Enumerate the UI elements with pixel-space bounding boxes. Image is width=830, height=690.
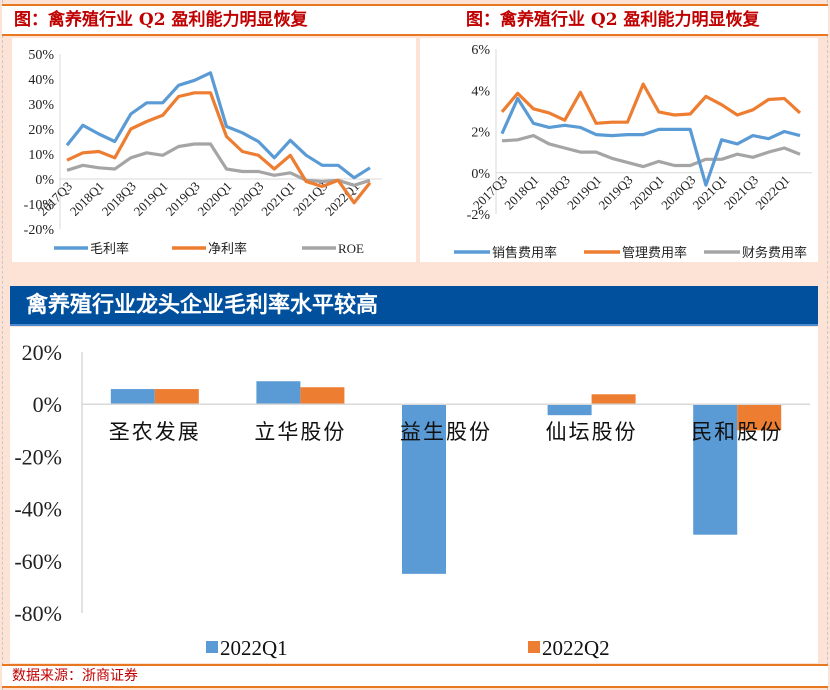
y-tick-label: -20% <box>14 444 62 469</box>
series-line-毛利率 <box>65 71 371 180</box>
category-label: 圣农发展 <box>109 420 201 444</box>
expense-rate-chart-panel: 6% 4% 2% 0% -2% 2017Q3 2018Q1 2018Q3 2019Q1 2019Q… <box>420 38 818 262</box>
gross-margin-bar-chart-panel: 20% 0% -20% -40% -60% -80% 圣农发展 立华股份 益生股份 仙坛股份 民和股… <box>10 327 818 663</box>
y-tick-label: 40% <box>28 73 54 88</box>
left-chart-title: 图：禽养殖行业 Q2 盈利能力明显恢复 <box>2 4 420 36</box>
series-line-ROE <box>66 142 371 187</box>
bar-2022Q1-仙坛股份 <box>547 404 592 416</box>
legend-swatch <box>206 641 218 653</box>
legend-label: 2022Q2 <box>542 636 610 660</box>
profitability-chart-panel: 50% 40% 30% 20% 10% 0% -10% -20% 2017Q3 2018Q1 201… <box>12 38 416 262</box>
series-line-管理费用率 <box>500 82 802 125</box>
x-tick-label: 2021Q1 <box>258 179 298 219</box>
expense-rate-line-chart: 6%4%2%0%-2%2017Q32018Q12018Q32019Q12019Q… <box>454 43 812 260</box>
y-tick-label: 30% <box>28 98 54 113</box>
x-tick-label: 2018Q1 <box>501 172 541 212</box>
x-tick-label: 2018Q3 <box>99 179 139 219</box>
y-tick-label: 0% <box>35 173 54 188</box>
x-tick-label: 2019Q1 <box>131 179 171 219</box>
right-chart-title: 图：禽养殖行业 Q2 盈利能力明显恢复 <box>420 4 828 36</box>
gross-margin-bar-chart: 20% 0% -20% -40% -60% -80% 圣农发展 立华股份 益生股份 仙坛股份 民和股… <box>14 340 810 660</box>
category-label: 益生股份 <box>400 420 492 444</box>
bar-2022Q1-益生股份 <box>402 404 446 574</box>
x-tick-label: 2018Q3 <box>533 172 573 212</box>
x-tick-label: 2020Q1 <box>194 179 234 219</box>
y-tick-label: 20% <box>28 123 54 138</box>
x-tick-label: 2019Q1 <box>564 172 604 212</box>
category-label: 立华股份 <box>254 420 346 444</box>
legend-label: ROE <box>338 241 364 256</box>
bar-2022Q2-仙坛股份 <box>591 394 636 405</box>
bar-2022Q1-民和股份 <box>693 404 738 535</box>
y-tick-label: 20% <box>22 340 62 365</box>
bar-2022Q2-圣农发展 <box>154 389 199 405</box>
y-tick-label: -60% <box>14 549 62 574</box>
series-line-销售费用率 <box>500 96 801 187</box>
legend-label: 毛利率 <box>90 241 129 256</box>
y-tick-label: 4% <box>471 84 490 99</box>
series-line-净利率 <box>66 91 372 205</box>
legend-label: 财务费用率 <box>742 245 807 260</box>
legend-label: 净利率 <box>208 241 247 256</box>
data-source-note: 数据来源：浙商证券 <box>2 664 828 688</box>
section-banner: 禽养殖行业龙头企业毛利率水平较高 <box>10 286 818 326</box>
profitability-line-chart: 50%40%30%20%10%0%-10%-20%2017Q32018Q1201… <box>24 48 382 256</box>
category-label: 民和股份 <box>691 420 783 444</box>
series-line-财务费用率 <box>501 133 801 169</box>
x-tick-label: 2020Q3 <box>658 172 698 212</box>
y-tick-label: 2% <box>471 126 490 141</box>
bar-2022Q1-立华股份 <box>256 381 301 405</box>
x-tick-label: 2019Q3 <box>595 172 635 212</box>
y-tick-label: 0% <box>33 392 62 417</box>
legend-label: 管理费用率 <box>622 245 687 260</box>
legend-label: 销售费用率 <box>492 245 557 260</box>
category-label: 仙坛股份 <box>546 420 638 444</box>
y-tick-label: -80% <box>14 601 62 626</box>
x-tick-label: 2019Q3 <box>162 179 202 219</box>
x-tick-label: 2018Q1 <box>67 179 107 219</box>
bar-2022Q2-民和股份 <box>737 404 782 431</box>
y-tick-label: -10% <box>24 198 55 213</box>
y-tick-label: 0% <box>471 167 490 182</box>
x-tick-label: 2020Q1 <box>627 172 667 212</box>
y-tick-label: 50% <box>28 48 54 63</box>
legend-label: 2022Q1 <box>220 636 288 660</box>
bar-2022Q1-圣农发展 <box>110 389 155 405</box>
x-tick-label: 2020Q3 <box>226 179 266 219</box>
y-tick-label: 6% <box>471 43 490 58</box>
x-tick-label: 2021Q3 <box>721 172 761 212</box>
y-tick-label: 10% <box>28 148 54 163</box>
y-tick-label: -2% <box>467 208 491 223</box>
bar-2022Q2-立华股份 <box>300 387 345 405</box>
y-tick-label: -40% <box>14 497 62 522</box>
legend-swatch <box>528 641 540 653</box>
x-tick-label: 2022Q1 <box>752 172 792 212</box>
y-tick-label: -20% <box>24 223 55 238</box>
